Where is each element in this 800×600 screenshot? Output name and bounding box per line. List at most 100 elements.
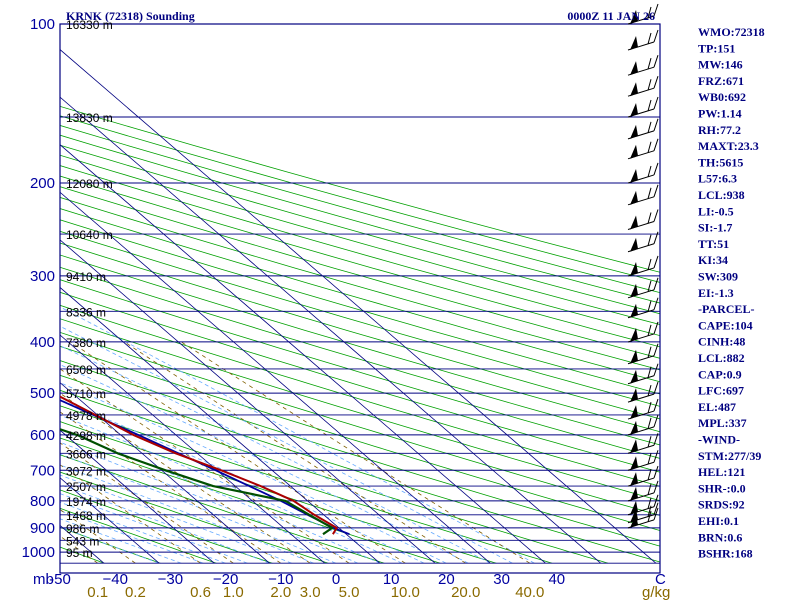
index-value: -WIND- [698,433,740,447]
moist-adiabat-line [60,441,358,564]
height-label: 12080 m [66,177,113,191]
temperature-tick-label: −20 [213,571,238,588]
dewpoint-trace [60,428,334,536]
dry-adiabat-line [60,254,660,433]
isotherm-line [60,144,546,564]
pressure-tick-label: 800 [30,493,55,510]
index-value: BRN:0.6 [698,530,742,544]
wind-barb [627,209,659,230]
mixing-ratio-tick-label: 0.1 [87,584,108,600]
mixing-ratio-axis: 0.1 0.2 0.6 1.0 2.0 3.0 5.0 10.0 20.0 40.0 [87,584,544,600]
mixing-ratio-line [124,341,466,564]
pressure-unit-label: mb [33,571,54,588]
dry-adiabat-line [60,389,609,564]
moist-adiabat-line [60,493,248,564]
wind-barb [627,138,659,160]
wind-barb [627,480,659,502]
dry-adiabat-line [60,471,329,564]
index-value: SHR-:0.0 [698,481,746,495]
mixing-ratio-tick-label: 2.0 [270,584,291,600]
height-label: 7380 m [66,336,106,350]
wind-barb [627,381,659,403]
height-label: 4978 m [66,409,106,423]
height-labels: 16330 m 13830 m 12080 m 10640 m 9410 m 8336 m… [66,18,113,560]
mixing-ratio-tick-label: 20.0 [451,584,480,600]
dry-adiabat-line [60,489,273,564]
temperature-tick-label: 40 [548,571,565,588]
index-value: EL:487 [698,400,736,414]
index-value: WB0:692 [698,90,746,104]
moist-adiabat-line [60,325,513,564]
height-label: 10640 m [66,228,113,242]
dry-adiabat-line [60,266,660,446]
indices-panel: WMO:72318 TP:151 MW:146 FRZ:671 WB0:692 PW:1.… [698,25,765,561]
mixing-ratio-line [60,464,201,564]
height-label: 16330 m [66,18,113,32]
pressure-tick-label: 200 [30,175,55,192]
index-value: TP:151 [698,41,735,55]
station-title: KRNK (72318) Sounding [66,9,195,23]
wind-barb [627,398,659,420]
plot-frame [59,23,661,574]
dry-adiabat-line [60,279,660,459]
pressure-tick-label: 900 [30,520,55,537]
height-label: 8336 m [66,305,106,319]
wind-barb [627,343,659,365]
moist-adiabat-line [60,345,491,564]
wind-barb [627,414,659,436]
moist-adiabat-line [60,364,469,564]
temperature-tick-label: 20 [438,571,455,588]
pressure-tick-label: 1000 [22,544,55,561]
index-value: LI:-0.5 [698,204,734,218]
dry-adiabat-line [60,291,660,473]
index-value: RH:77.2 [698,123,741,137]
moist-adiabat-line [60,306,535,564]
mixing-ratio-line [70,341,406,564]
temperature-unit-label: C [655,571,666,588]
height-label: 3072 m [66,464,106,478]
height-label: 4298 m [66,429,106,443]
isotherm-line [60,239,436,564]
index-value: EI:-1.3 [698,286,734,300]
wind-barb [627,450,659,471]
wind-barb [627,465,659,487]
index-value: TT:51 [698,237,729,251]
moist-adiabat-line [60,453,336,564]
mixing-ratio-tick-label: 1.0 [223,584,244,600]
wind-barb [627,162,659,184]
isobars [59,23,661,574]
wind-barb [627,277,659,299]
sounding-time: 0000Z 11 JAN 26 [567,9,655,23]
index-value: BSHR:168 [698,547,753,561]
mixing-ratio-unit-label: g/kg [642,584,670,600]
dry-adiabat-line [60,318,660,502]
height-label: 1468 m [66,509,106,523]
index-value: CAPE:104 [698,318,753,332]
dry-adiabat-line [60,437,441,564]
mixing-ratio-line [60,392,311,564]
temperature-tick-label: −10 [268,571,293,588]
index-value: MPL:337 [698,416,747,430]
index-value: EHI:0.1 [698,514,739,528]
wind-barb [627,363,659,385]
wind-barb [627,321,659,343]
index-value: STM:277/39 [698,449,761,463]
mixing-ratio-tick-label: 5.0 [339,584,360,600]
isotherm-line [60,96,601,564]
height-label: 13830 m [66,111,113,125]
mixing-ratio-line [60,535,98,564]
index-value: KI:34 [698,253,728,267]
temperature-tick-label: -50 [49,571,71,588]
height-label: 986 m [66,522,99,536]
wind-barb [627,184,659,206]
index-value: MAXT:23.3 [698,139,759,153]
dry-adiabat-line [60,360,660,547]
wind-barb [627,231,659,253]
isotherm-line [60,49,657,564]
isotherm-line [60,191,491,564]
index-value: WMO:72318 [698,25,765,39]
index-value: FRZ:671 [698,74,744,88]
index-value: TH:5615 [698,155,743,169]
wind-barb [627,118,659,140]
